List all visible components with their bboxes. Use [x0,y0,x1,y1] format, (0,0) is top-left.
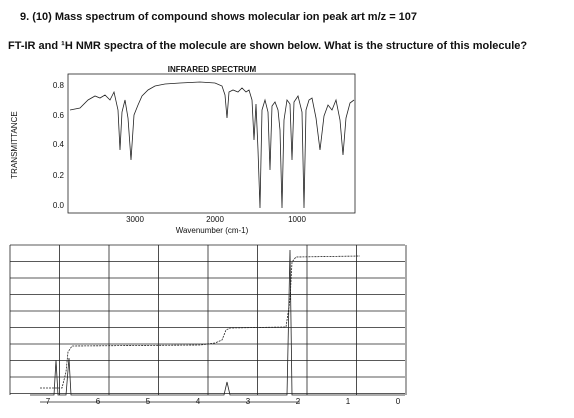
y-label: TRANSMITTANCE [10,111,19,178]
x-tick-label: 2 [296,397,301,406]
question-line: FT-IR and ¹H NMR spectra of the molecule… [8,40,527,52]
x-tick-label: 1000 [288,215,306,224]
ir-figure: INFRARED SPECTRUM TRANSMITTANCE 0.8 0.6 … [10,65,356,235]
x-tick-label: 0 [396,397,401,406]
y-tick-label: 0.2 [53,171,65,180]
y-tick-label: 0.6 [53,111,65,120]
x-tick-label: 5 [146,397,151,406]
x-tick-label: 6 [96,397,101,406]
x-tick-label: 3 [246,397,251,406]
ir-curve [69,81,355,209]
ir-title: INFRARED SPECTRUM [168,65,257,74]
x-tick-label: 2000 [206,215,224,224]
x-label: Wavenumber (cm-1) [176,226,249,235]
nmr-figure: 7 6 5 4 3 2 1 0 [9,244,407,406]
ir-frame [67,73,356,214]
question-line: 9. (10) Mass spectrum of compound shows … [20,11,417,23]
y-tick-label: 0.0 [53,201,65,210]
y-tick-label: 0.4 [53,140,65,149]
x-tick-label: 3000 [126,215,144,224]
y-tick-label: 0.8 [53,81,65,90]
x-tick-label: 4 [196,397,201,406]
x-tick-label: 1 [346,397,351,406]
integration-curve [40,255,361,389]
nmr-trace [30,249,405,396]
x-tick-label: 7 [46,397,51,406]
